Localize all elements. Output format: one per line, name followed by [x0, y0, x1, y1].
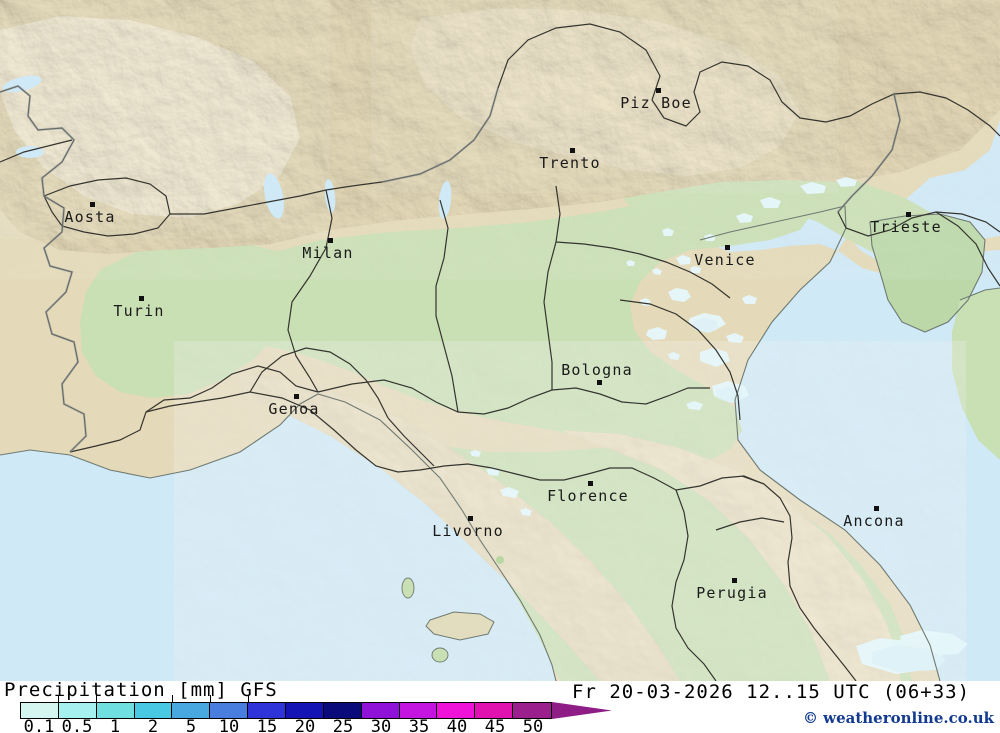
lake-maggiore: [263, 173, 285, 219]
eastern-alps-high: [410, 8, 800, 176]
colorbar-tick: [172, 695, 173, 703]
city-dot-icon: [328, 238, 333, 243]
colorbar-tick: [248, 695, 249, 703]
colorbar-tick-label: 0.5: [61, 717, 93, 733]
lake-garda: [438, 181, 452, 219]
city-dot-icon: [90, 202, 95, 207]
colorbar-swatch: [134, 703, 173, 718]
colorbar-swatch: [96, 703, 135, 718]
colorbar-swatch: [286, 703, 324, 718]
city-dot-icon: [725, 245, 730, 250]
lake-como: [324, 179, 336, 213]
colorbar-tick-label: 30: [370, 717, 392, 733]
colorbar-tick-label: 2: [147, 717, 159, 733]
border-liguria: [249, 347, 389, 419]
model-run-timestamp: Fr 20-03-2026 12..15 UTC (06+33): [572, 681, 971, 703]
border-veneto-inner: [619, 299, 741, 421]
city-dot-icon: [294, 394, 299, 399]
western-alps-high: [0, 16, 300, 218]
piedmont-plain: [80, 240, 300, 398]
colorbar-swatch: [210, 703, 249, 718]
colorbar-tick: [96, 695, 97, 703]
colorbar-tick-label: 5: [185, 717, 197, 733]
colorbar-swatch: [172, 703, 211, 718]
city-label: Trento: [539, 154, 601, 172]
borders-group: [0, 23, 1000, 681]
precipitation-map[interactable]: Piz Boe Trento Trieste Aosta Milan Venice Turi…: [0, 0, 1000, 681]
veneto-green: [620, 174, 940, 258]
city-dot-icon: [656, 88, 661, 93]
colorbar-tick-label: 50: [522, 717, 544, 733]
city-label: Venice: [694, 251, 756, 269]
landmass-group: [0, 0, 1000, 681]
dalmatia-green: [952, 288, 1000, 460]
colorbar-overflow-arrow-icon: [552, 702, 612, 719]
border-umbria-marche: [671, 489, 717, 681]
colorbar-swatch: [437, 703, 476, 718]
colorbar-tick-label: 0.1: [23, 717, 55, 733]
colorbar-tick-label: 45: [484, 717, 506, 733]
island-gorgona: [401, 577, 415, 599]
po-plain: [146, 192, 812, 462]
city-dot-icon: [468, 516, 473, 521]
city-dot-icon: [139, 296, 144, 301]
city-label: Perugia: [696, 584, 768, 602]
city-label: Florence: [547, 487, 629, 505]
precipitation-colorbar[interactable]: [20, 702, 552, 719]
copyright-notice: © weatheronline.co.uk: [802, 709, 994, 727]
colorbar-tick-label: 25: [332, 717, 354, 733]
border-swiss: [0, 139, 73, 163]
colorbar-swatch: [323, 703, 362, 718]
lakes-group: [2, 75, 452, 219]
colorbar-tick-label: 15: [256, 717, 278, 733]
border-aosta: [43, 177, 171, 237]
city-dot-icon: [732, 578, 737, 583]
city-label: Aosta: [64, 208, 116, 226]
city-dot-icon: [597, 380, 602, 385]
colorbar-swatch: [58, 703, 97, 718]
border-lombardy: [317, 379, 710, 415]
colorbar-tick-label: 40: [446, 717, 468, 733]
islands-group: [401, 556, 504, 663]
colorbar-swatch: [248, 703, 287, 718]
map-footer: Precipitation [mm] GFS Fr 20-03-2026 12.…: [0, 679, 1000, 733]
city-label: Bologna: [561, 361, 633, 379]
colorbar-wrapper[interactable]: [20, 702, 612, 719]
colorbar-swatch: [513, 703, 552, 718]
city-label: Livorno: [432, 522, 504, 540]
colorbar-swatch: [21, 703, 59, 718]
city-dot-icon: [874, 506, 879, 511]
colorbar-tick-label: 35: [408, 717, 430, 733]
border-halo-group: [0, 84, 902, 453]
city-label: Turin: [113, 302, 165, 320]
city-dot-icon: [570, 148, 575, 153]
island-pianosa: [431, 647, 449, 663]
colorbar-tick-label: 10: [218, 717, 240, 733]
colorbar-tick-label: 20: [294, 717, 316, 733]
city-label: Ancona: [843, 512, 905, 530]
city-dot-icon: [588, 481, 593, 486]
colorbar-swatch: [399, 703, 438, 718]
legend-title: Precipitation [mm] GFS: [4, 679, 278, 701]
colorbar-swatch: [361, 703, 400, 718]
border-emilia-tuscany: [249, 391, 677, 491]
coastline-group: [0, 205, 1000, 681]
city-label: Piz Boe: [620, 94, 692, 112]
colorbar-tick: [210, 695, 211, 703]
border-piedmont-liguria: [145, 391, 251, 413]
apennine-relief: [240, 372, 900, 681]
city-label: Milan: [302, 244, 354, 262]
istria-green: [870, 214, 985, 332]
border-alpine-north: [381, 23, 1000, 183]
map-canvas: [0, 0, 1000, 681]
city-label: Genoa: [268, 400, 320, 418]
city-label: Trieste: [870, 218, 942, 236]
colorbar-swatch: [475, 703, 514, 718]
colorbar-tick: [58, 695, 59, 703]
city-dot-icon: [906, 212, 911, 217]
island-elba: [425, 611, 495, 641]
colorbar-tick-label: 1: [109, 717, 121, 733]
island-capraia: [496, 556, 504, 564]
